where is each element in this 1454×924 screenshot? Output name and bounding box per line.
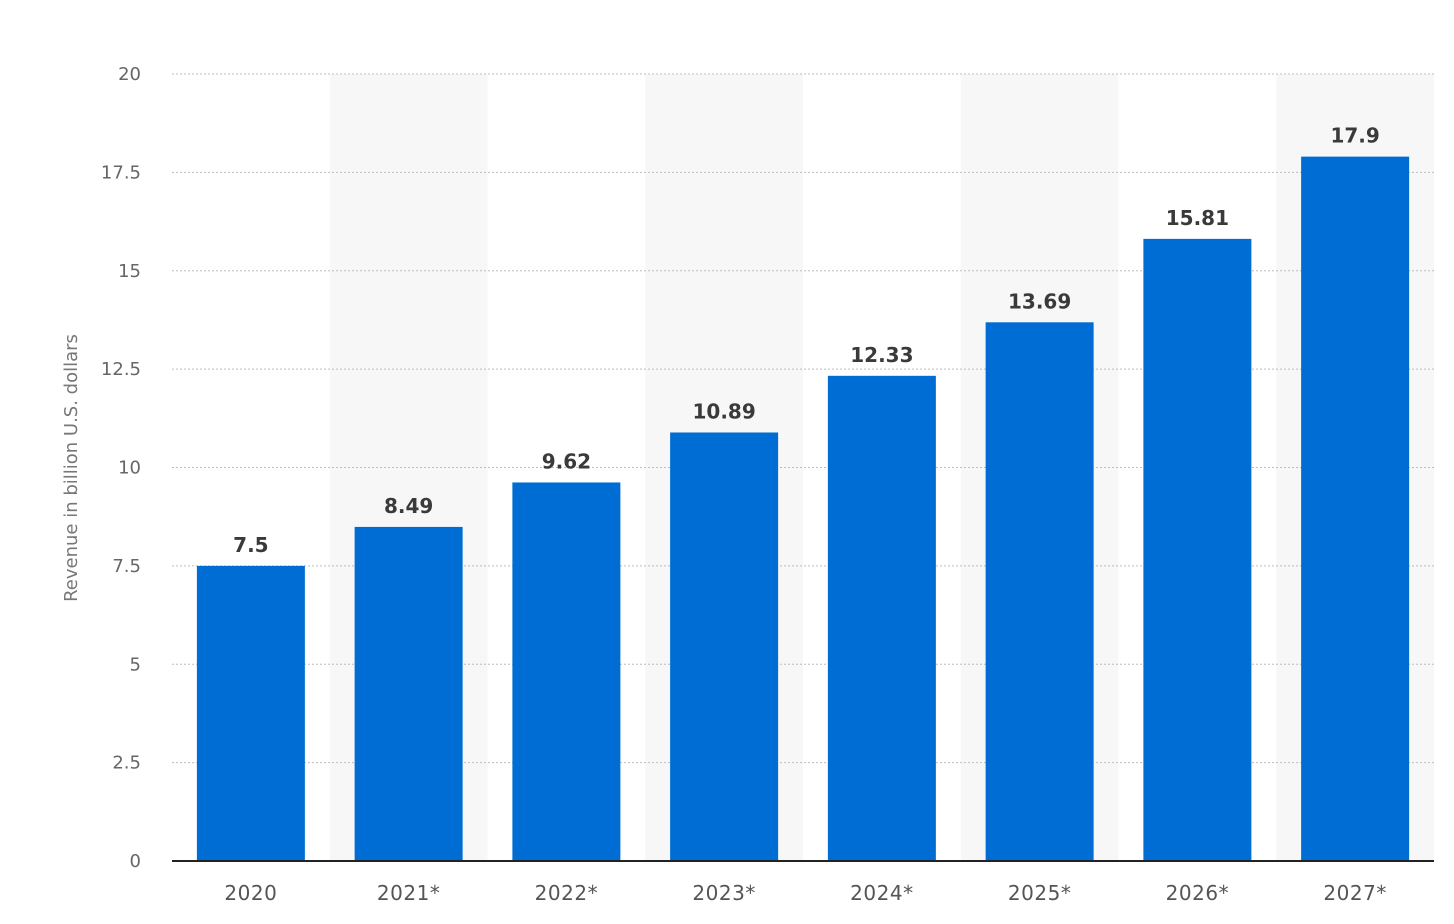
bar[interactable]: [196, 565, 305, 861]
bars: [196, 156, 1410, 862]
x-tick-label: 2021*: [377, 881, 440, 905]
x-tick-label: 2026*: [1166, 881, 1229, 905]
y-tick-label: 7.5: [112, 556, 141, 577]
data-label: 7.5: [233, 533, 268, 557]
x-tick-label: 2022*: [535, 881, 598, 905]
y-tick-label: 5: [130, 654, 141, 675]
bar[interactable]: [354, 526, 463, 861]
x-axis-ticks: 2020 2021* 2022* 2023* 2024* 2025* 2026* 2027*: [224, 881, 1386, 905]
bar[interactable]: [827, 375, 936, 861]
x-tick-label: 2027*: [1323, 881, 1386, 905]
x-tick-label: 2024*: [850, 881, 913, 905]
y-tick-label: 17.5: [101, 162, 141, 183]
data-label: 12.33: [850, 343, 913, 367]
x-tick-label: 2020: [224, 881, 277, 905]
y-tick-label: 20: [118, 64, 141, 85]
data-label: 17.9: [1330, 124, 1379, 148]
data-label: 13.69: [1008, 289, 1071, 313]
y-axis-ticks: 0 2.5 5 7.5 10 12.5 15 17.5 20: [101, 64, 141, 872]
data-label: 10.89: [692, 399, 755, 423]
value-labels: 7.5 8.49 9.62 10.89 12.33 13.69 15.81 17.9: [233, 124, 1380, 557]
y-tick-label: 12.5: [101, 359, 141, 380]
x-tick-label: 2025*: [1008, 881, 1071, 905]
y-axis-title: Revenue in billion U.S. dollars: [61, 334, 82, 602]
data-label: 15.81: [1166, 206, 1229, 230]
bar[interactable]: [1301, 156, 1410, 861]
data-label: 9.62: [542, 449, 591, 473]
y-tick-label: 15: [118, 261, 141, 282]
bar[interactable]: [985, 322, 1094, 862]
y-tick-label: 2.5: [112, 753, 141, 774]
y-tick-label: 0: [130, 851, 141, 872]
data-label: 8.49: [384, 494, 433, 518]
y-tick-label: 10: [118, 458, 141, 479]
x-tick-label: 2023*: [692, 881, 755, 905]
bar[interactable]: [1143, 238, 1252, 862]
bar[interactable]: [670, 432, 779, 861]
bar[interactable]: [512, 482, 621, 861]
